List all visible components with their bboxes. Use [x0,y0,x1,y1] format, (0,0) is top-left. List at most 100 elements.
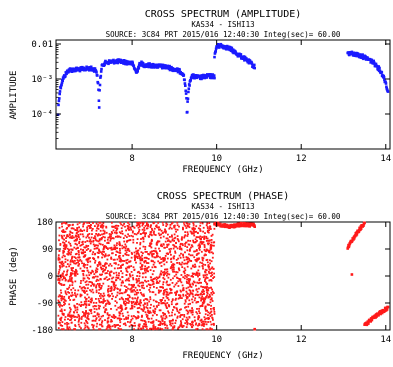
phase-data-point [132,278,135,281]
phase-data-point [138,224,141,226]
phase-data-point [151,279,154,281]
amplitude-data-point [216,43,220,46]
phase-data-point [181,297,183,299]
phase-data-point [189,323,191,325]
phase-data-point [116,291,119,294]
phase-data-point [137,249,140,252]
amplitude-data-point [362,56,366,60]
phase-data-point [208,317,211,320]
phase-data-point [58,294,61,297]
phase-data-point [159,320,162,323]
phase-data-point [130,234,133,237]
phase-data-point [148,317,150,320]
phase-data-point [126,249,129,251]
phase-data-point [85,244,88,247]
amplitude-data-point [383,78,386,82]
phase-data-point [166,237,169,240]
phase-data-point [106,272,108,274]
phase-data-point [128,296,131,299]
phase-data-point [188,293,191,296]
phase-data-point [112,237,115,240]
phase-data-point [203,254,206,257]
phase-data-point [151,273,154,276]
phase-data-point [114,225,117,227]
phase-data-point [187,239,189,242]
phase-data-point [198,281,201,284]
amplitude-data-point [195,76,199,80]
phase-data-point [77,289,80,292]
phase-data-point [166,283,169,286]
phase-data-point [154,310,156,313]
phase-data-point [87,318,90,320]
phase-data-point [179,289,182,292]
phase-data-point [109,325,112,328]
phase-data-point [162,243,165,245]
phase-data-point [127,221,129,224]
phase-data-point [79,259,82,261]
phase-data-point [198,279,201,282]
phase-data-point [144,246,147,248]
phase-data-point [187,311,190,314]
phase-data-point [70,321,73,324]
phase-data-point [204,321,207,323]
phase-data-point [151,227,153,230]
phase-data-point [198,236,200,239]
phase-data-points [57,221,390,331]
phase-data-point [128,228,131,231]
phase-data-point [107,320,110,323]
phase-data-point [68,306,71,309]
phase-data-point [157,232,160,235]
phase-data-point [117,327,120,330]
phase-data-point [116,227,118,230]
phase-data-point [202,241,205,243]
phase-data-point [78,226,80,229]
phase-data-point [127,314,130,317]
phase-data-point [192,232,194,235]
phase-data-point [126,301,128,304]
phase-data-point [162,286,164,289]
phase-data-point [111,277,113,280]
phase-data-point [176,247,179,250]
phase-data-point [72,267,74,269]
phase-data-point [174,252,177,254]
phase-data-point [86,322,89,325]
phase-data-point [85,280,88,283]
phase-data-point [180,248,183,251]
phase-data-point [73,311,76,314]
phase-data-point [90,284,92,287]
phase-data-point [97,224,100,227]
phase-data-point [138,303,141,305]
phase-data-point [177,285,180,287]
phase-data-point [68,265,70,268]
phase-data-point [61,273,64,275]
amplitude-data-point [224,46,227,49]
phase-data-point [85,304,88,307]
phase-data-point [158,309,161,312]
phase-data-point [205,281,207,284]
amplitude-data-point [80,68,84,72]
phase-data-point [87,287,89,290]
amplitude-data-point [186,110,189,114]
phase-data-point [141,228,144,231]
phase-data-point [124,300,127,303]
phase-data-point [185,287,188,290]
phase-data-point [211,314,213,316]
phase-data-point [207,264,210,266]
phase-data-point [68,292,71,294]
phase-data-point [96,313,99,316]
phase-data-point [87,271,90,274]
phase-data-point [153,256,156,259]
phase-data-point [208,296,210,299]
phase-data-point [155,282,158,284]
phase-data-point [166,302,169,304]
phase-data-point [127,247,129,250]
phase-data-point [207,288,209,291]
phase-data-point [213,313,216,315]
phase-data-point [69,263,72,266]
phase-data-point [172,244,175,246]
phase-data-point [138,280,140,282]
phase-data-point [208,279,211,282]
phase-data-point [103,251,105,253]
phase-data-point [63,304,65,306]
amplitude-data-point [183,82,187,85]
